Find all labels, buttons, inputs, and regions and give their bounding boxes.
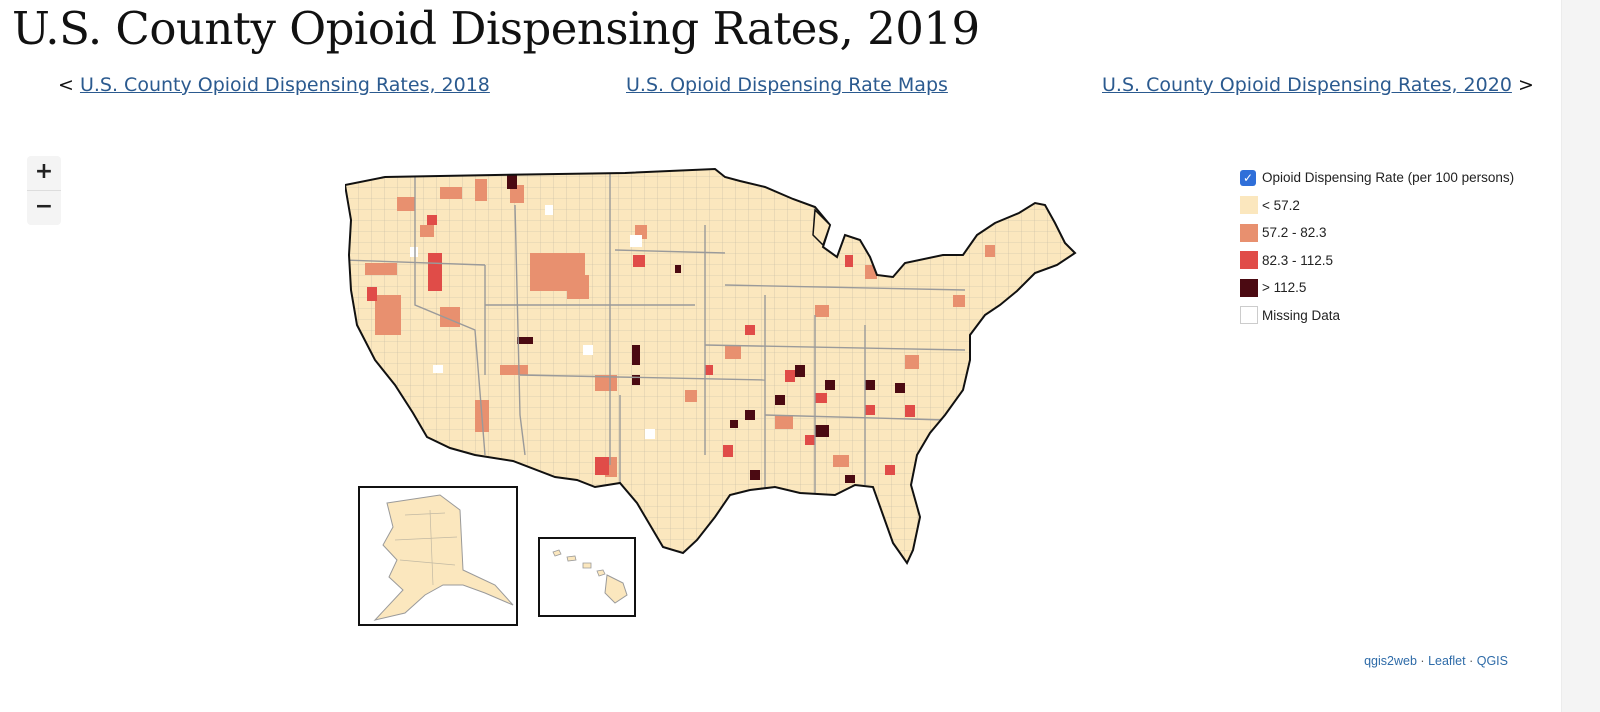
map-attribution: qgis2web · Leaflet · QGIS	[1364, 654, 1508, 668]
legend-class-label: 82.3 - 112.5	[1262, 252, 1334, 268]
qgis2web-link[interactable]: qgis2web	[1364, 654, 1417, 668]
legend-class-label: 57.2 - 82.3	[1262, 225, 1327, 241]
prev-year-link[interactable]: U.S. County Opioid Dispensing Rates, 201…	[79, 74, 490, 96]
nav-next: U.S. County Opioid Dispensing Rates, 202…	[1102, 74, 1534, 96]
legend-swatch	[1240, 223, 1258, 242]
hawaii-inset	[538, 537, 636, 617]
legend-layer-toggle[interactable]: ✓ Opioid Dispensing Rate (per 100 person…	[1240, 164, 1514, 192]
qgis-link[interactable]: QGIS	[1476, 654, 1508, 668]
legend-swatch	[1240, 251, 1258, 270]
legend-class: 82.3 - 112.5	[1240, 247, 1514, 275]
page-title: U.S. County Opioid Dispensing Rates, 201…	[12, 2, 980, 55]
legend-class-label: Missing Data	[1262, 307, 1341, 323]
legend-class-label: < 57.2	[1262, 197, 1300, 213]
zoom-control: + −	[27, 156, 61, 225]
nav-center: U.S. Opioid Dispensing Rate Maps	[626, 74, 948, 96]
legend-layer-label: Opioid Dispensing Rate (per 100 persons)	[1262, 170, 1515, 186]
alaska-inset	[358, 486, 518, 626]
attribution-separator: ·	[1469, 654, 1474, 668]
maps-index-link[interactable]: U.S. Opioid Dispensing Rate Maps	[626, 74, 948, 96]
next-arrow: >	[1517, 74, 1534, 96]
nav-prev: < U.S. County Opioid Dispensing Rates, 2…	[58, 74, 490, 96]
zoom-in-button[interactable]: +	[34, 159, 54, 184]
legend-swatch	[1240, 278, 1258, 297]
legend-class: Missing Data	[1240, 302, 1514, 330]
legend-class: > 112.5	[1240, 274, 1514, 302]
legend-class: < 57.2	[1240, 192, 1514, 220]
choropleth-map[interactable]	[345, 165, 1105, 645]
map-legend: ✓ Opioid Dispensing Rate (per 100 person…	[1240, 164, 1514, 329]
next-year-link[interactable]: U.S. County Opioid Dispensing Rates, 202…	[1102, 74, 1512, 96]
zoom-out-button[interactable]: −	[27, 190, 61, 225]
legend-swatch	[1240, 196, 1258, 215]
attribution-separator: ·	[1420, 654, 1425, 668]
leaflet-link[interactable]: Leaflet	[1428, 654, 1466, 668]
legend-class: 57.2 - 82.3	[1240, 219, 1514, 247]
prev-arrow: <	[58, 74, 74, 96]
legend-class-label: > 112.5	[1262, 280, 1307, 296]
scrollbar[interactable]	[1561, 0, 1600, 712]
checkbox-icon[interactable]: ✓	[1240, 169, 1256, 186]
legend-swatch	[1240, 306, 1258, 325]
